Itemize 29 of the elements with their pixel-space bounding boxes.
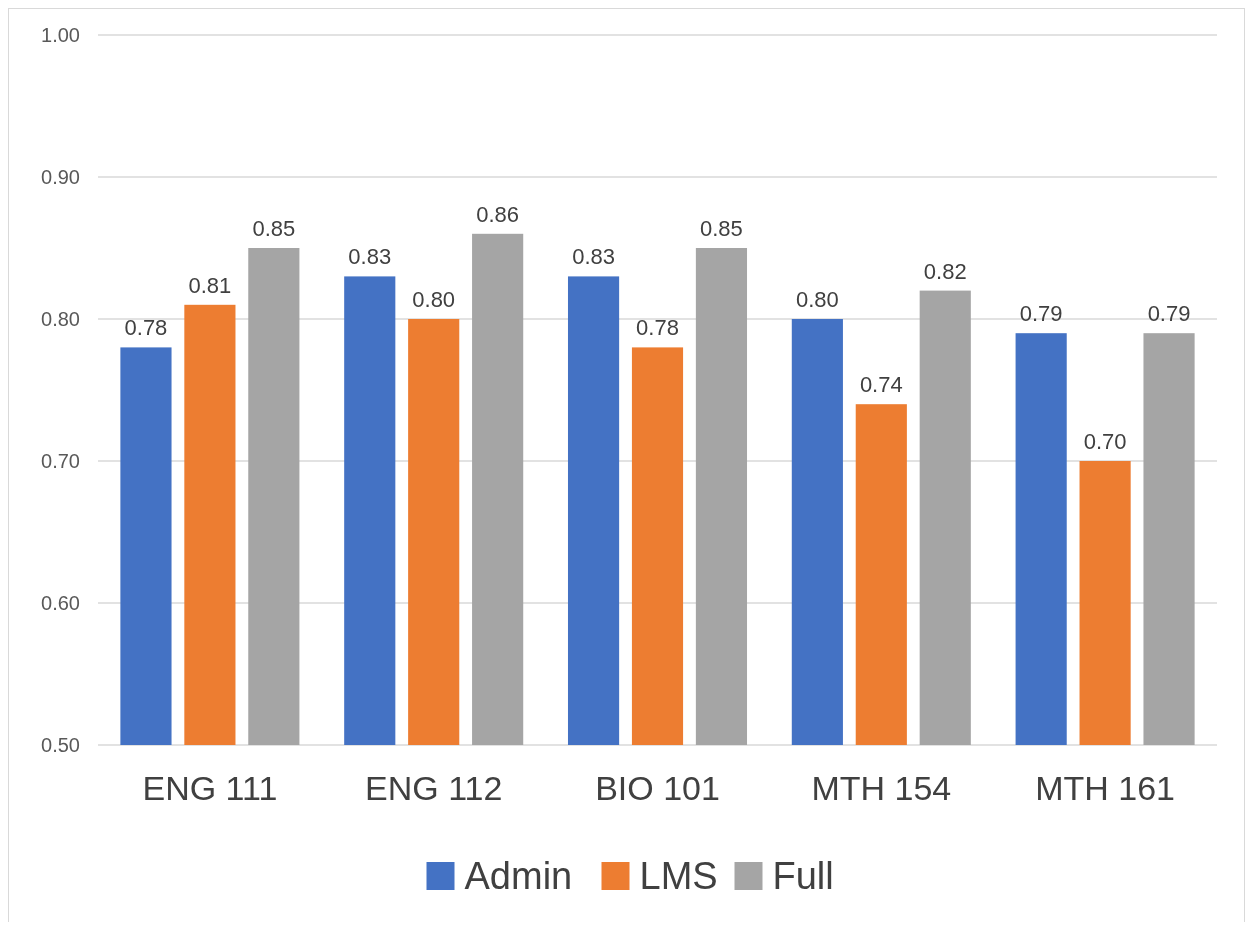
data-label: 0.78 (636, 315, 679, 341)
data-label: 0.86 (476, 201, 520, 227)
x-tick-label: BIO 101 (595, 769, 720, 807)
data-label: 0.85 (252, 216, 296, 241)
data-label: 0.70 (1083, 429, 1127, 454)
y-tick-label: 0.70 (41, 450, 80, 472)
data-label: 0.83 (348, 244, 392, 270)
data-label: 0.79 (1147, 301, 1191, 327)
x-tick-label: ENG 112 (365, 769, 503, 807)
data-label: 0.78 (124, 315, 168, 341)
legend-label: LMS (639, 855, 718, 898)
y-tick-label: 1.00 (41, 24, 80, 46)
data-label: 0.74 (859, 372, 903, 398)
x-tick-label: MTH 154 (811, 769, 952, 807)
data-label: 0.80 (412, 287, 456, 312)
data-label: 0.85 (700, 216, 743, 241)
data-label: 0.82 (923, 258, 967, 284)
y-tick-label: 0.80 (41, 308, 80, 330)
legend-label: Full (772, 855, 834, 898)
data-label: 0.81 (188, 272, 232, 298)
y-tick-label: 0.90 (41, 166, 80, 188)
data-label: 0.83 (572, 244, 615, 270)
x-tick-label: ENG 111 (142, 769, 278, 807)
data-label: 0.80 (795, 287, 839, 312)
legend-label: Admin (464, 855, 573, 898)
data-label: 0.79 (1019, 301, 1063, 327)
y-tick-label: 0.50 (41, 734, 80, 756)
y-tick-label: 0.60 (41, 592, 80, 614)
x-tick-label: MTH 161 (1035, 769, 1176, 807)
